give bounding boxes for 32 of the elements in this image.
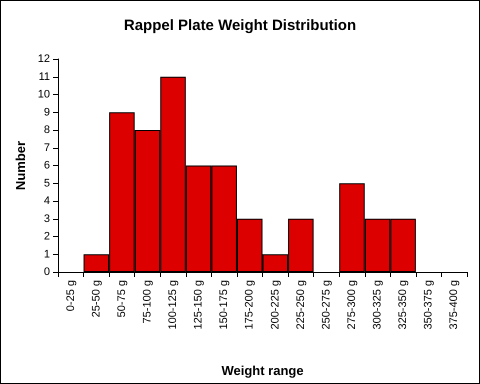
x-tick-label: 275-300 g (346, 280, 358, 330)
x-tick-label: 25-50 g (90, 280, 102, 318)
x-axis-title: Weight range (221, 363, 304, 378)
x-tick-label: 300-325 g (372, 280, 384, 330)
y-tick-label: 1 (44, 248, 50, 260)
y-tick-label: 8 (44, 124, 50, 136)
y-axis-title: Number (12, 140, 28, 190)
x-tick-label: 0-25 g (64, 280, 77, 312)
y-tick-label: 9 (44, 106, 50, 118)
y-tick-label: 7 (44, 142, 50, 154)
y-tick-label: 5 (44, 177, 50, 190)
y-tick-label: 12 (38, 53, 50, 65)
chart-title: Rappel Plate Weight Distribution (124, 17, 356, 34)
x-tick-label: 100-125 g (167, 280, 180, 330)
x-tick-label: 75-100 g (141, 280, 154, 324)
y-tick-label: 0 (44, 266, 50, 278)
x-tick-label: 150-175 g (218, 280, 230, 330)
y-tick-label: 10 (38, 88, 50, 100)
x-tick-label: 375-400 g (448, 280, 460, 330)
x-tick-label: 200-225 g (269, 280, 282, 330)
y-tick-label: 6 (44, 160, 50, 172)
x-tick-label: 250-275 g (320, 280, 332, 330)
y-tick-label: 4 (44, 195, 50, 207)
x-tick-label: 325-350 g (397, 280, 410, 330)
x-tick-label: 175-200 g (244, 280, 256, 330)
y-tick-label: 2 (44, 230, 50, 242)
x-tick-label: 350-375 g (422, 280, 435, 330)
x-tick-label: 125-150 g (192, 280, 205, 330)
y-tick-label: 3 (44, 212, 50, 225)
y-tick-label: 11 (38, 70, 50, 83)
x-tick-label: 50-75 g (116, 280, 128, 318)
x-tick-label: 225-250 g (294, 280, 307, 330)
